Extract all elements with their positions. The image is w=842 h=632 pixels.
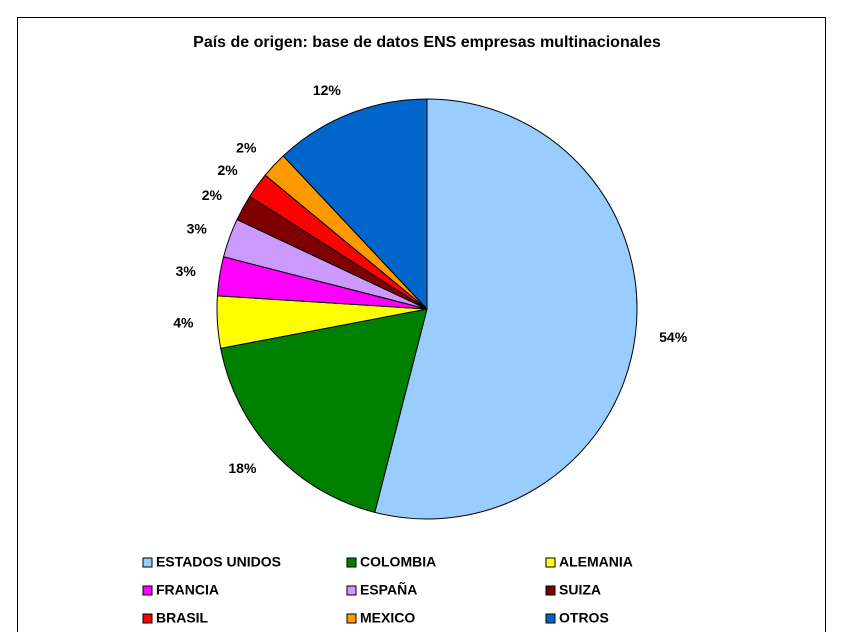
legend-label: COLOMBIA [360, 554, 436, 570]
data-label: 4% [173, 314, 194, 330]
legend-label: MEXICO [360, 610, 415, 626]
legend-swatch [545, 613, 556, 624]
data-label: 2% [236, 140, 257, 156]
legend-label: FRANCIA [156, 582, 219, 598]
legend-swatch [142, 613, 153, 624]
pie-slice [374, 98, 638, 520]
legend-swatch [346, 585, 357, 596]
legend-label: OTROS [559, 610, 609, 626]
legend-swatch [346, 557, 357, 568]
legend-label: SUIZA [559, 582, 601, 598]
legend-label: BRASIL [156, 610, 209, 626]
legend-label: ALEMANIA [559, 554, 633, 570]
data-label: 54% [659, 329, 688, 345]
legend-swatch [346, 613, 357, 624]
legend-swatch [545, 585, 556, 596]
legend-label: ESPAÑA [360, 581, 417, 598]
pie-slice [282, 98, 428, 311]
legend-swatch [545, 557, 556, 568]
data-label: 2% [217, 162, 238, 178]
data-label: 3% [176, 263, 197, 279]
pie-slice [220, 308, 428, 514]
data-label: 2% [202, 187, 223, 203]
legend-swatch [142, 557, 153, 568]
chart-title: País de origen: base de datos ENS empres… [193, 34, 661, 51]
data-label: 18% [228, 460, 257, 476]
legend-swatch [142, 585, 153, 596]
legend-label: ESTADOS UNIDOS [156, 554, 281, 570]
data-label: 12% [313, 82, 342, 98]
data-label: 3% [187, 220, 208, 236]
